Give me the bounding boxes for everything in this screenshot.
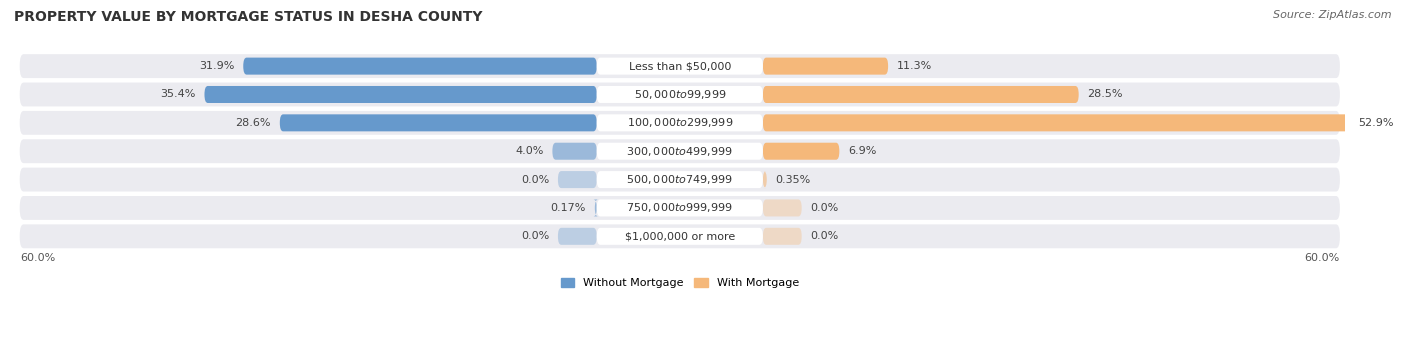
Text: $500,000 to $749,999: $500,000 to $749,999 (627, 173, 733, 186)
FancyBboxPatch shape (763, 143, 839, 160)
FancyBboxPatch shape (596, 58, 763, 75)
FancyBboxPatch shape (596, 114, 763, 131)
FancyBboxPatch shape (18, 81, 1341, 108)
FancyBboxPatch shape (204, 86, 596, 103)
FancyBboxPatch shape (18, 109, 1341, 136)
Text: 11.3%: 11.3% (897, 61, 932, 71)
Text: 35.4%: 35.4% (160, 89, 195, 100)
FancyBboxPatch shape (18, 223, 1341, 250)
FancyBboxPatch shape (243, 58, 596, 75)
Text: 0.17%: 0.17% (551, 203, 586, 213)
Text: 0.35%: 0.35% (776, 175, 811, 184)
FancyBboxPatch shape (763, 58, 889, 75)
Text: $50,000 to $99,999: $50,000 to $99,999 (634, 88, 725, 101)
Text: 0.0%: 0.0% (810, 203, 839, 213)
Text: PROPERTY VALUE BY MORTGAGE STATUS IN DESHA COUNTY: PROPERTY VALUE BY MORTGAGE STATUS IN DES… (14, 10, 482, 24)
FancyBboxPatch shape (558, 228, 596, 245)
FancyBboxPatch shape (596, 143, 763, 160)
FancyBboxPatch shape (596, 199, 763, 217)
FancyBboxPatch shape (763, 199, 801, 217)
Text: 0.0%: 0.0% (810, 231, 839, 241)
Text: 28.6%: 28.6% (235, 118, 271, 128)
Text: 60.0%: 60.0% (21, 253, 56, 263)
FancyBboxPatch shape (763, 228, 801, 245)
FancyBboxPatch shape (596, 86, 763, 103)
FancyBboxPatch shape (596, 228, 763, 245)
FancyBboxPatch shape (18, 53, 1341, 79)
Text: 4.0%: 4.0% (515, 146, 544, 156)
FancyBboxPatch shape (18, 195, 1341, 221)
Text: $750,000 to $999,999: $750,000 to $999,999 (627, 202, 733, 214)
FancyBboxPatch shape (593, 199, 598, 217)
FancyBboxPatch shape (553, 143, 596, 160)
Text: 0.0%: 0.0% (520, 175, 550, 184)
Text: 31.9%: 31.9% (200, 61, 235, 71)
Text: 6.9%: 6.9% (848, 146, 876, 156)
Text: 60.0%: 60.0% (1303, 253, 1339, 263)
Text: 0.0%: 0.0% (520, 231, 550, 241)
FancyBboxPatch shape (763, 171, 766, 188)
Text: 52.9%: 52.9% (1358, 118, 1393, 128)
Text: $1,000,000 or more: $1,000,000 or more (624, 231, 735, 241)
FancyBboxPatch shape (18, 138, 1341, 165)
FancyBboxPatch shape (763, 86, 1078, 103)
Legend: Without Mortgage, With Mortgage: Without Mortgage, With Mortgage (557, 273, 803, 293)
Text: $100,000 to $299,999: $100,000 to $299,999 (627, 116, 733, 129)
FancyBboxPatch shape (558, 171, 596, 188)
FancyBboxPatch shape (763, 114, 1348, 131)
FancyBboxPatch shape (596, 171, 763, 188)
Text: Less than $50,000: Less than $50,000 (628, 61, 731, 71)
Text: $300,000 to $499,999: $300,000 to $499,999 (627, 145, 733, 158)
Text: Source: ZipAtlas.com: Source: ZipAtlas.com (1274, 10, 1392, 20)
FancyBboxPatch shape (280, 114, 596, 131)
Text: 28.5%: 28.5% (1088, 89, 1123, 100)
FancyBboxPatch shape (18, 166, 1341, 193)
